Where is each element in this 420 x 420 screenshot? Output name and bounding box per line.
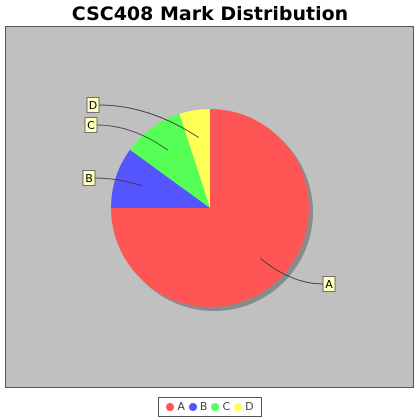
legend-label: B: [200, 401, 208, 413]
legend-item-b: B: [189, 401, 208, 413]
legend-item-a: A: [166, 401, 185, 413]
legend-label: A: [177, 401, 185, 413]
legend-item-c: C: [211, 401, 230, 413]
legend: A B C D: [158, 397, 262, 417]
pie-label-c: C: [85, 118, 97, 133]
pie-label-d: D: [87, 98, 99, 113]
legend-swatch: [166, 403, 174, 411]
pie-label-a: A: [323, 277, 335, 292]
legend-swatch: [189, 403, 197, 411]
legend-swatch: [211, 403, 219, 411]
pie-label-text: B: [85, 172, 93, 185]
legend-swatch: [234, 403, 242, 411]
pie-slices: [111, 109, 309, 307]
pie-label-text: C: [87, 119, 95, 132]
pie-label-b: B: [83, 171, 95, 186]
pie-label-text: D: [89, 99, 97, 112]
pie-label-text: A: [325, 278, 333, 291]
legend-label: D: [245, 401, 253, 413]
legend-label: C: [222, 401, 230, 413]
legend-item-d: D: [234, 401, 253, 413]
